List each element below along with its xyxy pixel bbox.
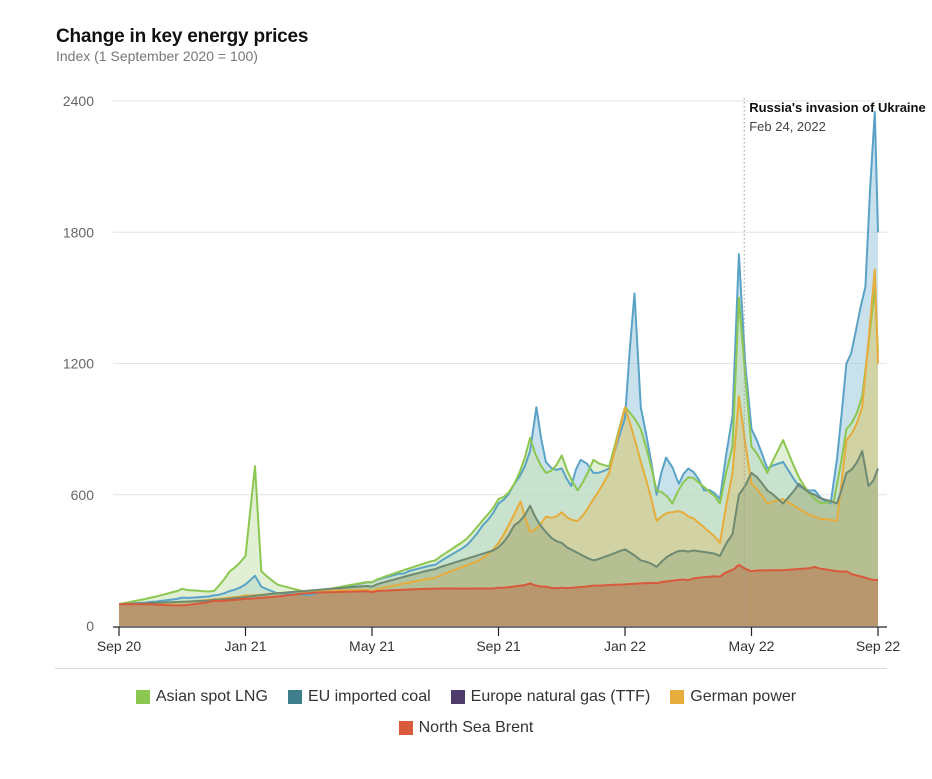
line-coal: [118, 450, 879, 606]
x-tick-label: Jan 21: [224, 638, 266, 654]
legend-swatch: [670, 690, 685, 704]
x-tick-label: Sep 20: [97, 638, 142, 654]
area-power: [119, 269, 878, 626]
series-lines: [118, 110, 879, 607]
invasion-annotation: Russia's invasion of Ukraine Feb 24, 202…: [743, 98, 926, 626]
line-ttf: [118, 110, 879, 606]
legend: Asian spot LNG EU imported coal Europe nat…: [0, 688, 932, 750]
legend-label: EU imported coal: [307, 688, 431, 705]
legend-swatch: [135, 690, 150, 704]
legend-item-ttf: Europe natural gas (TTF): [450, 688, 651, 706]
x-axis: Sep 20 Jan 21 May 21 Sep 21 Jan 22 May 22 Sep …: [97, 626, 901, 654]
legend-item-coal: EU imported coal: [287, 688, 431, 706]
x-tick-label: Jan 22: [604, 638, 646, 654]
x-tick-label: Sep 22: [856, 638, 901, 654]
legend-item-power: German power: [670, 688, 796, 706]
y-tick-label: 1800: [63, 224, 94, 240]
y-tick-label: 1200: [63, 356, 94, 372]
annotation-date: Feb 24, 2022: [749, 119, 826, 134]
chart-plot: 0 600 1200 1800 2400 Russia's invasion of Uk…: [63, 93, 926, 654]
x-tick-label: May 22: [729, 638, 775, 654]
chart-title: Change in key energy prices: [56, 26, 309, 47]
legend-item-lng: Asian spot LNG: [135, 688, 268, 706]
legend-row: Asian spot LNG EU imported coal Europe nat…: [0, 688, 932, 706]
legend-swatch: [450, 690, 465, 704]
line-lng: [118, 285, 879, 606]
legend-label: Asian spot LNG: [155, 688, 268, 705]
legend-label: German power: [690, 688, 797, 705]
chart-subtitle: Index (1 September 2020 = 100): [56, 48, 258, 64]
legend-divider: [55, 668, 887, 669]
legend-swatch: [398, 721, 413, 735]
x-tick-label: May 21: [349, 638, 395, 654]
line-brent: [118, 563, 879, 607]
legend-item-brent: North Sea Brent: [398, 719, 534, 737]
legend-label: North Sea Brent: [418, 719, 534, 736]
y-tick-label: 2400: [63, 93, 94, 109]
line-power: [118, 268, 879, 606]
series-areas: [119, 111, 878, 626]
legend-label: Europe natural gas (TTF): [470, 688, 651, 705]
legend-swatch: [287, 690, 302, 704]
y-tick-label: 600: [71, 487, 95, 503]
x-tick-label: Sep 21: [476, 638, 521, 654]
y-tick-label: 0: [86, 618, 94, 634]
legend-row: North Sea Brent: [0, 719, 932, 737]
annotation-title: Russia's invasion of Ukraine: [749, 100, 925, 115]
y-axis: 0 600 1200 1800 2400: [63, 93, 94, 634]
gridlines: [113, 100, 887, 496]
